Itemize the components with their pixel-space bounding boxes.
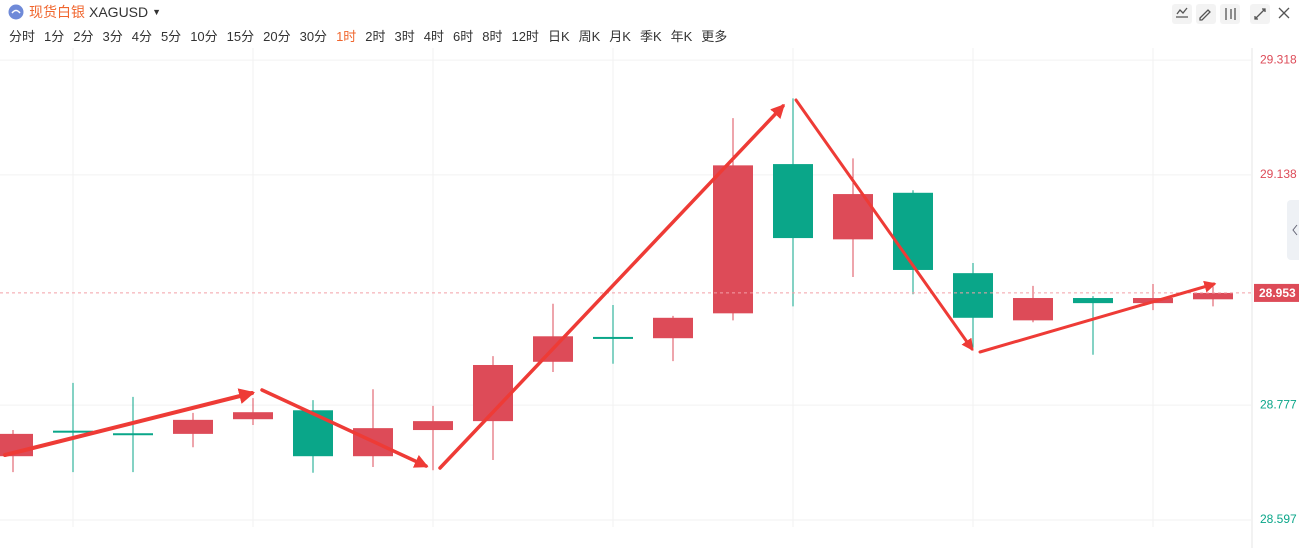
period-tab[interactable]: 12时 bbox=[511, 29, 539, 44]
candle-body bbox=[1013, 298, 1053, 321]
candle-body bbox=[893, 192, 933, 270]
candle-body bbox=[1073, 298, 1113, 304]
period-tab[interactable]: 2时 bbox=[365, 29, 386, 44]
candle-body bbox=[953, 273, 993, 318]
candle-body bbox=[773, 164, 813, 239]
period-tab[interactable]: 30分 bbox=[299, 29, 328, 44]
side-tab-arrow bbox=[1292, 224, 1298, 236]
period-tab[interactable]: 3分 bbox=[102, 29, 123, 44]
period-tab[interactable]: 5分 bbox=[160, 29, 182, 44]
candle-body bbox=[653, 317, 693, 339]
symbol-code: XAGUSD bbox=[89, 4, 149, 20]
period-tab[interactable]: 1时 bbox=[336, 29, 357, 44]
candle-body bbox=[113, 433, 153, 436]
dropdown-caret: ▼ bbox=[152, 7, 162, 17]
symbol-name: 现货白银 bbox=[29, 4, 85, 20]
period-tab[interactable]: 1分 bbox=[44, 29, 65, 44]
period-tab[interactable]: 3时 bbox=[394, 29, 415, 44]
period-tab[interactable]: 15分 bbox=[226, 29, 255, 44]
y-tick-label: 28.597 bbox=[1260, 512, 1297, 526]
candle-body bbox=[413, 421, 453, 431]
y-tick-label: 29.318 bbox=[1260, 52, 1297, 66]
last-price-label: 28.953 bbox=[1259, 286, 1296, 300]
period-tab[interactable]: 更多 bbox=[701, 29, 728, 44]
period-tab[interactable]: 年K bbox=[670, 29, 693, 44]
candle-body bbox=[233, 412, 273, 420]
period-tab[interactable]: 周K bbox=[578, 29, 601, 44]
period-tab[interactable]: 月K bbox=[609, 29, 631, 44]
period-tabs: 分时 1分 2分 3分 4分 5分 10分 15分 20分 30分 1时 2时 3时 4时 6时 8时 12时日… bbox=[9, 26, 727, 45]
period-tab[interactable]: 10分 bbox=[190, 29, 218, 44]
candle-body bbox=[593, 336, 633, 339]
period-tab[interactable]: 季K bbox=[639, 29, 662, 44]
period-tab[interactable]: 2分 bbox=[73, 29, 94, 44]
candle-body bbox=[293, 410, 333, 457]
candle-body bbox=[1193, 292, 1233, 300]
period-tab[interactable]: 20分 bbox=[263, 29, 291, 44]
candle-body bbox=[713, 165, 753, 314]
y-tick-label: 29.138 bbox=[1260, 167, 1297, 181]
candle-body bbox=[53, 430, 93, 433]
annotation-arrows bbox=[3, 98, 1217, 470]
toolbar-icons[interactable] bbox=[1172, 4, 1290, 24]
period-tab[interactable]: 4分 bbox=[131, 29, 152, 44]
period-tab[interactable]: 分时 bbox=[9, 29, 36, 44]
period-tab[interactable]: 8时 bbox=[482, 29, 503, 44]
period-tab[interactable]: 日K bbox=[547, 29, 570, 44]
candle-body bbox=[173, 419, 213, 434]
period-tab[interactable]: 4时 bbox=[423, 29, 444, 44]
y-tick-label: 28.777 bbox=[1260, 397, 1297, 411]
period-tab[interactable]: 6时 bbox=[453, 29, 474, 44]
symbol-header[interactable]: 现货白银 XAGUSD ▼ bbox=[8, 3, 161, 21]
last-price-box bbox=[1254, 283, 1299, 302]
symbol-icon bbox=[8, 4, 24, 20]
